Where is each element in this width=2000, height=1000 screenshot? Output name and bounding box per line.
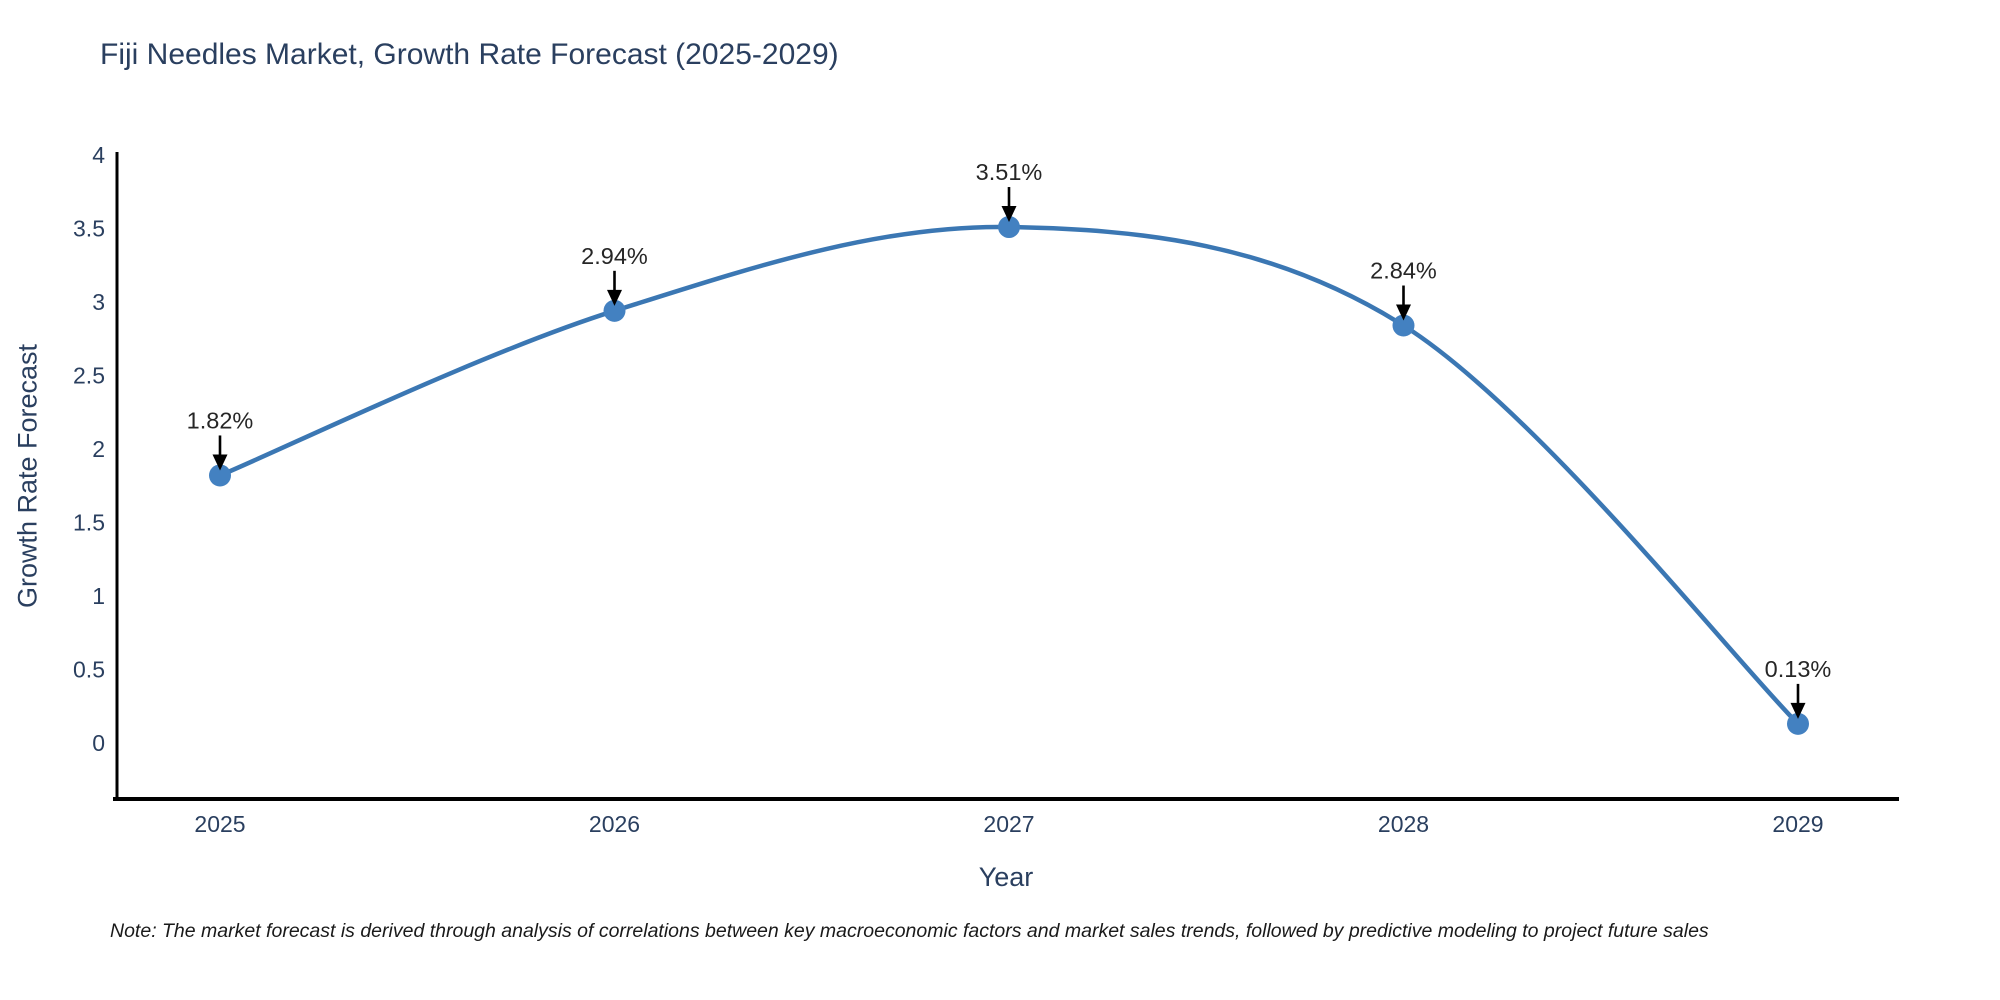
y-tick-label: 0.5 (73, 657, 105, 683)
annotation-arrow-head (1001, 206, 1017, 223)
annotation-label: 2.94% (581, 243, 648, 269)
x-axis-title: Year (978, 862, 1034, 892)
x-tick-label: 2029 (1772, 811, 1823, 837)
x-tick-label: 2027 (983, 811, 1034, 837)
data-point-marker[interactable] (1392, 314, 1415, 337)
y-tick-label: 1 (92, 583, 105, 609)
y-tick-label: 2.5 (73, 363, 105, 389)
data-point-marker[interactable] (603, 299, 626, 322)
annotation-arrow-head (607, 289, 622, 306)
data-point-marker[interactable] (209, 464, 231, 487)
footnote: Note: The market forecast is derived thr… (110, 920, 1709, 942)
y-tick-label: 0 (92, 730, 105, 756)
annotation-label: 3.51% (976, 159, 1043, 185)
trend-line (217, 224, 1801, 727)
annotation-arrow-head (1790, 702, 1806, 719)
y-tick-label: 4 (92, 142, 105, 168)
x-tick-label: 2025 (194, 811, 245, 837)
annotation-label: 1.82% (187, 407, 254, 433)
x-tick-label: 2028 (1378, 811, 1429, 837)
y-tick-label: 3.5 (73, 216, 105, 242)
data-point-marker[interactable] (1787, 712, 1809, 735)
chart-title: Fiji Needles Market, Growth Rate Forecas… (100, 38, 839, 71)
annotation-label: 2.84% (1370, 258, 1437, 284)
y-tick-label: 3 (92, 289, 105, 315)
x-tick-label: 2026 (589, 811, 640, 837)
data-point-marker[interactable] (998, 216, 1020, 239)
y-tick-label: 1.5 (73, 510, 105, 536)
annotation-arrow-head (1396, 304, 1411, 321)
annotation-arrow-head (212, 454, 228, 471)
annotation-label: 0.13% (1765, 656, 1832, 682)
y-tick-label: 2 (92, 436, 105, 462)
